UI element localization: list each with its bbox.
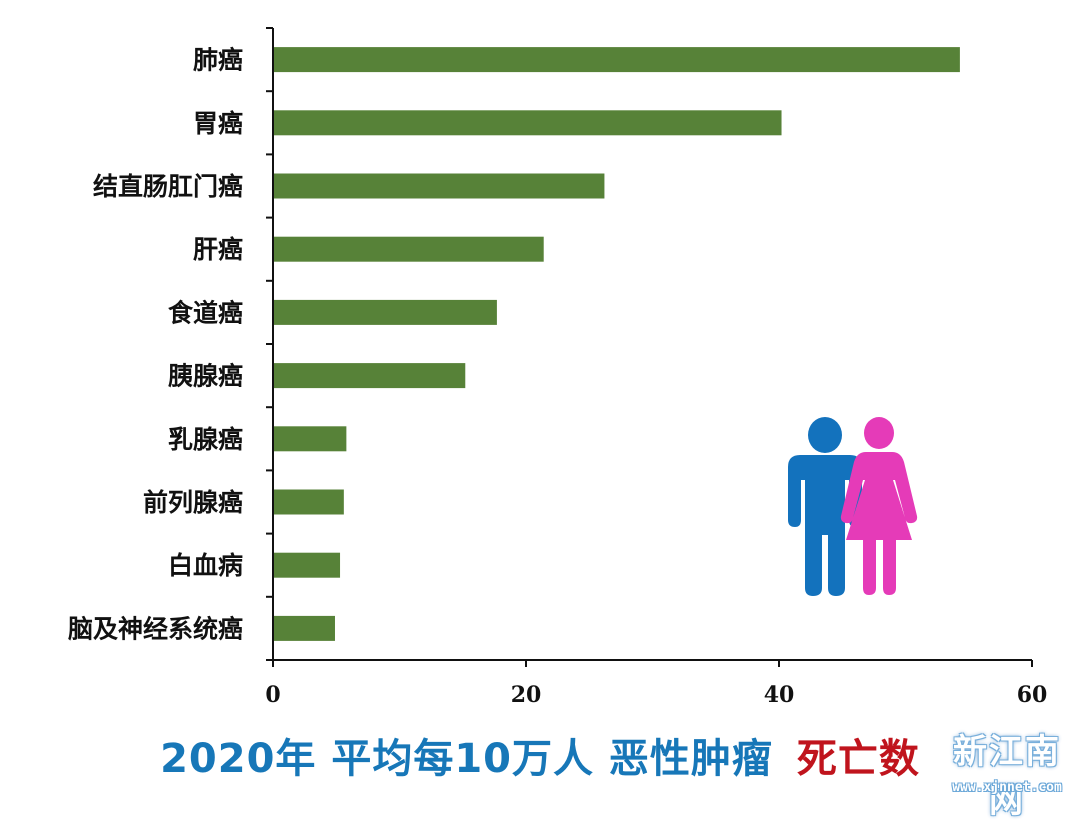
bar-1	[274, 110, 782, 136]
watermark-url: www.xjnnet.com	[952, 780, 1062, 795]
category-label: 脑及神经系统癌	[68, 614, 243, 643]
bar-2	[274, 173, 605, 199]
bar-0	[274, 47, 960, 73]
bar-3	[274, 236, 544, 262]
bars-group	[274, 47, 960, 641]
caption-main: 2020年 平均每10万人 恶性肿瘤	[160, 736, 773, 782]
category-label: 乳腺癌	[168, 425, 243, 454]
category-label: 结直肠肛门癌	[93, 172, 243, 201]
category-label: 肝癌	[193, 235, 243, 264]
x-tick-labels: 0 20 40 60	[265, 682, 1047, 708]
x-tick-label: 20	[511, 682, 542, 708]
x-tick-label: 0	[265, 682, 280, 708]
female-figure-icon	[840, 417, 918, 595]
bar-4	[274, 299, 497, 325]
caption-highlight: 死亡数	[796, 736, 920, 782]
bar-6	[274, 426, 347, 452]
category-label: 前列腺癌	[143, 488, 243, 517]
bar-8	[274, 552, 341, 578]
watermark-title: 新江南网	[953, 732, 1061, 821]
category-label: 白血病	[168, 551, 243, 580]
axes	[266, 27, 1033, 667]
watermark-logo: 新江南网 www.xjnnet.com	[942, 724, 1072, 821]
category-label: 胰腺癌	[168, 362, 243, 391]
category-label: 食道癌	[168, 298, 243, 327]
bar-9	[274, 615, 335, 641]
bar-7	[274, 489, 344, 515]
male-female-people-icon	[788, 417, 918, 596]
bar-5	[274, 363, 466, 389]
chart-caption: 2020年 平均每10万人 恶性肿瘤 死亡数	[0, 726, 1080, 784]
category-label: 肺癌	[193, 46, 243, 75]
x-tick-label: 60	[1017, 682, 1048, 708]
category-label: 胃癌	[193, 109, 243, 138]
male-figure-icon	[788, 417, 862, 596]
x-tick-label: 40	[764, 682, 795, 708]
